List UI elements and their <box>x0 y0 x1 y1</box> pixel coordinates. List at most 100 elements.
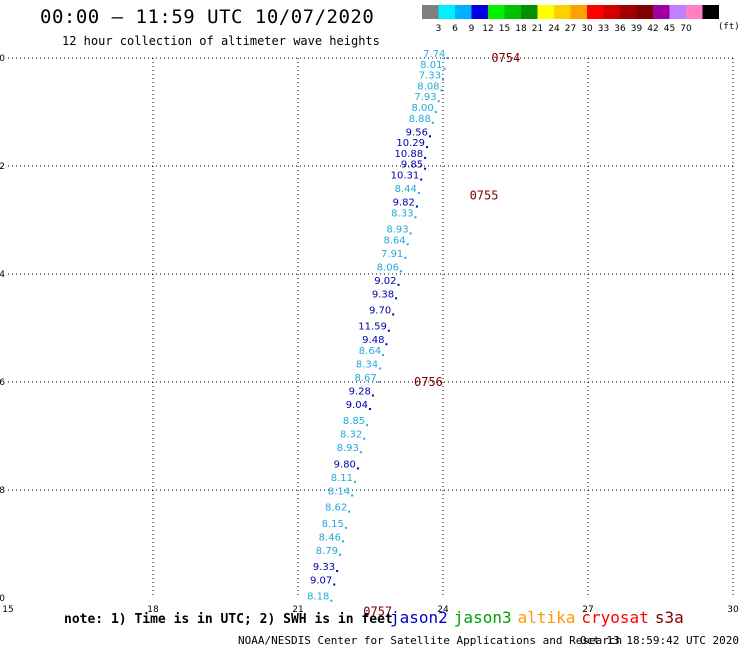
x-tick-label: 21 <box>292 605 303 615</box>
colorbar-label: 24 <box>548 24 560 34</box>
x-tick-label: 18 <box>147 605 159 615</box>
swh-label: 9.80 <box>334 459 356 470</box>
data-point <box>348 510 351 513</box>
time-label: 0755 <box>470 189 499 203</box>
swh-label: 8.06 <box>377 262 399 273</box>
swh-label: 8.93 <box>386 225 408 236</box>
x-tick-label: 24 <box>437 605 449 615</box>
page-subtitle: 12 hour collection of altimeter wave hei… <box>62 34 380 48</box>
swh-label: 9.38 <box>372 289 394 300</box>
swh-label: 7.93 <box>414 92 436 103</box>
data-point <box>336 570 339 572</box>
data-point <box>385 343 388 346</box>
colorbar-cell <box>537 5 554 19</box>
data-point <box>354 480 357 483</box>
colorbar-cell <box>521 5 538 19</box>
colorbar-cell <box>488 5 505 19</box>
swh-label: 8.88 <box>409 114 431 125</box>
x-tick-label: 15 <box>2 605 13 615</box>
data-point <box>392 313 395 316</box>
data-point <box>406 243 409 246</box>
swh-label: 9.82 <box>393 198 415 209</box>
swh-label: 8.18 <box>307 592 329 603</box>
data-point <box>387 329 390 332</box>
swh-label: 10.29 <box>396 138 425 149</box>
swh-label: 8.01 <box>420 60 442 71</box>
swh-label: 9.70 <box>369 306 391 317</box>
data-point <box>330 599 333 602</box>
data-point <box>404 256 407 259</box>
swh-label: 8.34 <box>356 360 378 371</box>
data-point <box>344 526 347 529</box>
data-point <box>359 451 362 454</box>
colorbar-label: 15 <box>499 24 510 34</box>
colorbar-label: 6 <box>452 24 458 34</box>
y-tick-label: -40 <box>0 54 5 64</box>
swh-label: 8.79 <box>316 546 338 557</box>
swh-label: 8.64 <box>383 235 405 246</box>
x-tick-label: 27 <box>582 605 593 615</box>
colorbar-cell <box>620 5 637 19</box>
colorbar-label: 30 <box>581 24 593 34</box>
data-point <box>415 205 418 208</box>
data-point <box>351 494 354 497</box>
colorbar-label: 27 <box>565 24 576 34</box>
colorbar-label: 33 <box>598 24 609 34</box>
data-point <box>409 232 412 235</box>
colorbar-cell <box>653 5 670 19</box>
colorbar-label: 39 <box>631 24 643 34</box>
swh-label: 7.91 <box>381 249 403 260</box>
data-point <box>382 354 385 356</box>
data-point <box>431 121 434 124</box>
data-point <box>369 408 372 410</box>
time-label: 0756 <box>414 375 443 389</box>
footer-credit: NOAA/NESDIS Center for Satellite Applica… <box>238 634 623 647</box>
legend-cryosat: cryosat <box>581 608 649 627</box>
data-point <box>397 283 400 286</box>
data-point <box>443 67 446 70</box>
colorbar-label: 18 <box>515 24 527 34</box>
colorbar-cell <box>587 5 604 19</box>
data-point <box>356 467 359 470</box>
colorbar-label: 42 <box>647 24 658 34</box>
colorbar-cell <box>471 5 488 19</box>
swh-label: 8.33 <box>391 208 413 219</box>
swh-label: 8.62 <box>325 503 347 514</box>
data-point <box>424 167 427 170</box>
colorbar-cell <box>455 5 472 19</box>
colorbar-cell <box>636 5 653 19</box>
colorbar-cell <box>603 5 620 19</box>
swh-label: 8.00 <box>411 103 433 114</box>
colorbar-label: 3 <box>436 24 442 34</box>
data-point <box>437 100 440 103</box>
colorbar-cell <box>702 5 719 19</box>
data-point <box>446 57 449 59</box>
chart-note: note: 1) Time is in UTC; 2) SWH is in fe… <box>64 612 393 627</box>
time-label: 0757 <box>363 605 392 619</box>
y-tick-label: -42 <box>0 162 5 172</box>
colorbar-cell <box>438 5 455 19</box>
swh-label: 11.59 <box>358 322 387 333</box>
data-point <box>339 553 342 556</box>
legend-altika: altika <box>517 608 576 627</box>
data-point <box>363 437 366 440</box>
swh-label: 9.85 <box>401 160 423 171</box>
swh-label: 8.44 <box>395 184 417 195</box>
swh-label: 9.28 <box>349 387 371 398</box>
colorbar-label: 70 <box>680 24 692 34</box>
swh-label: 9.48 <box>362 335 384 346</box>
legend-s3a: s3a <box>654 608 684 627</box>
data-point <box>426 146 429 149</box>
page-title: 00:00 – 11:59 UTC 10/07/2020 <box>40 6 375 28</box>
swh-label: 8.08 <box>417 81 439 92</box>
colorbar-label: 9 <box>469 24 475 34</box>
colorbar-cell <box>686 5 703 19</box>
swh-label: 8.85 <box>343 416 365 427</box>
swh-label: 9.56 <box>406 127 428 138</box>
colorbar-label: 45 <box>664 24 675 34</box>
data-point <box>434 111 437 113</box>
data-point <box>377 381 380 383</box>
data-point <box>341 540 344 543</box>
swh-label: 10.31 <box>391 171 420 182</box>
data-point <box>333 583 336 586</box>
